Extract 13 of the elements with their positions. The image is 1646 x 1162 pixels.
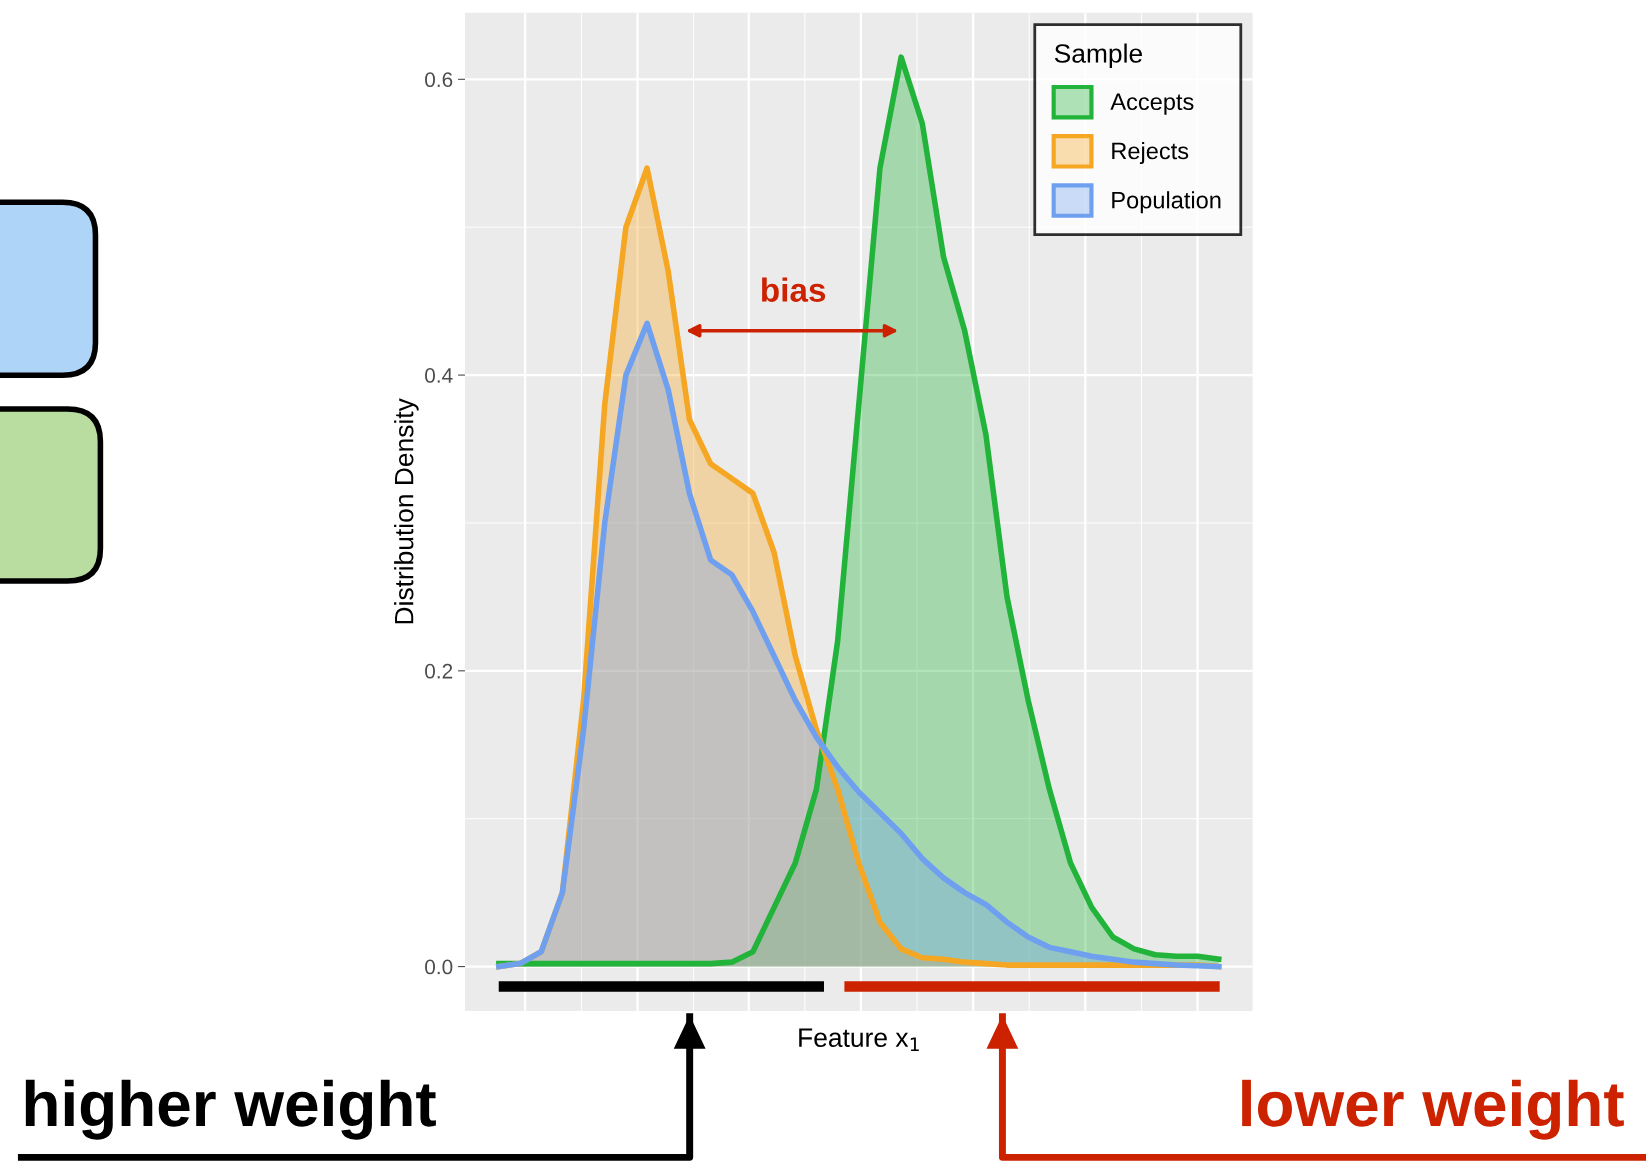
legend-label: Rejects [1112,141,1189,164]
legend-title: Sample [1054,43,1142,69]
y-tick-label: 0.2 [425,663,453,679]
text: lower weight [1242,1079,1624,1140]
y-axis-title: Distribution Density [394,398,419,624]
annotation: bias [762,277,826,302]
y-tick-label: 0.6 [425,72,453,88]
y-tick-label: 0.0 [425,959,453,975]
legend-label: Population [1112,191,1221,214]
y-tick-label: 0.4 [425,368,453,383]
x-axis-title: Feature x$_{1}$ [799,1028,919,1052]
text: higher weight [25,1079,436,1140]
legend-label: Accepts [1110,93,1194,115]
